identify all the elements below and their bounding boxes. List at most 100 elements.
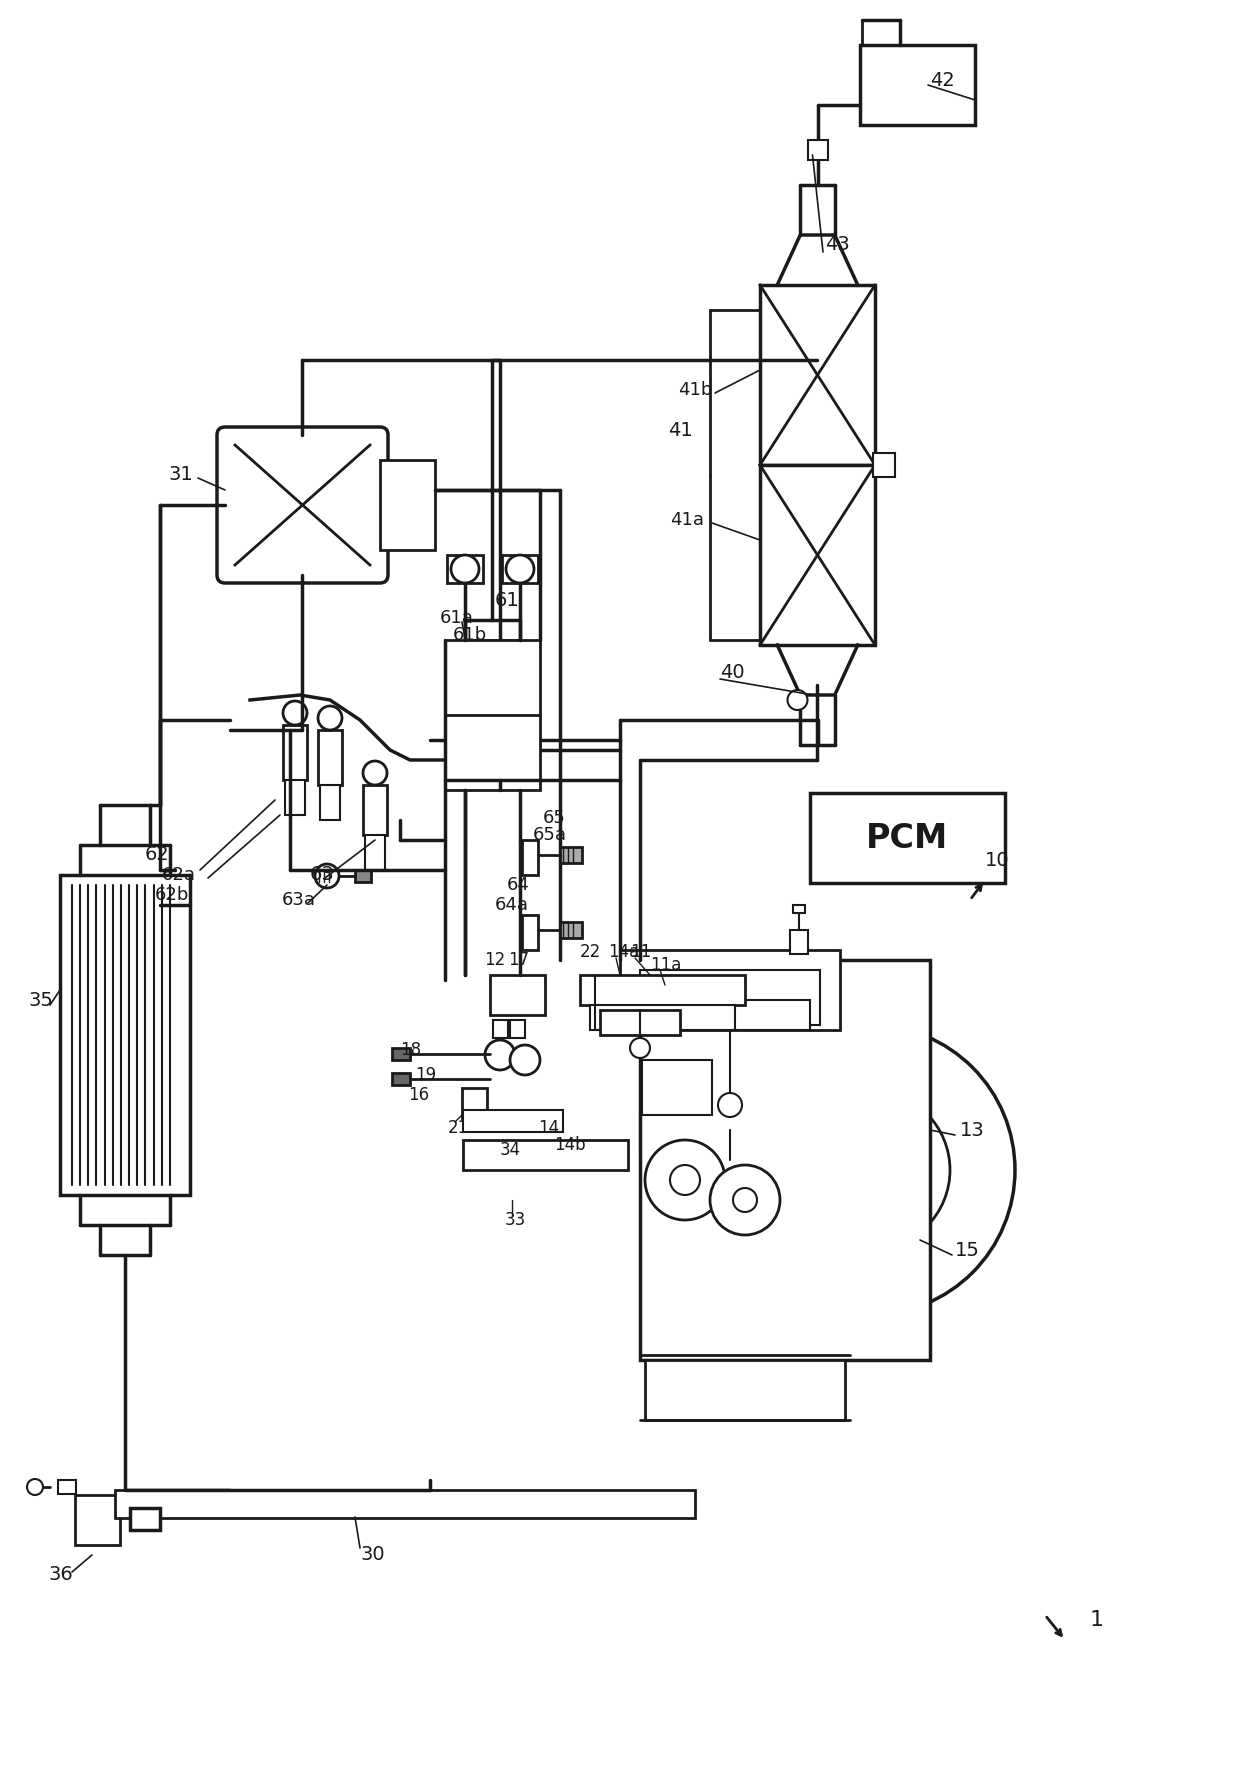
Bar: [283, 725, 308, 780]
Text: 63a: 63a: [281, 891, 316, 909]
Text: 61a: 61a: [440, 609, 474, 627]
Bar: [873, 454, 895, 477]
Bar: [590, 1006, 735, 1031]
Text: 31: 31: [167, 466, 192, 484]
Text: 10: 10: [985, 850, 1009, 870]
Bar: [355, 870, 371, 882]
Bar: [642, 1061, 712, 1114]
Circle shape: [787, 689, 807, 711]
Circle shape: [711, 1164, 780, 1234]
Text: 11a: 11a: [650, 956, 681, 973]
Bar: [650, 1000, 810, 1031]
Bar: [810, 793, 1004, 882]
Circle shape: [283, 700, 308, 725]
Text: 64: 64: [507, 875, 529, 895]
Bar: [790, 931, 808, 954]
Circle shape: [485, 1039, 515, 1070]
Bar: [130, 1507, 160, 1531]
Circle shape: [790, 1089, 950, 1250]
Bar: [115, 1490, 694, 1518]
Text: 62: 62: [145, 845, 170, 864]
Text: 33: 33: [505, 1211, 526, 1229]
Bar: [794, 906, 805, 913]
Circle shape: [315, 864, 339, 888]
Bar: [74, 1495, 120, 1545]
Circle shape: [506, 555, 534, 582]
Text: 14: 14: [538, 1120, 559, 1138]
Bar: [463, 1111, 563, 1132]
Text: 17: 17: [508, 950, 529, 970]
Bar: [807, 139, 827, 161]
Circle shape: [451, 555, 479, 582]
Bar: [580, 975, 745, 1006]
Text: 61b: 61b: [453, 627, 487, 645]
Circle shape: [27, 1479, 43, 1495]
Text: 40: 40: [720, 663, 745, 682]
Bar: [392, 1048, 410, 1061]
Bar: [446, 555, 484, 582]
Bar: [510, 1020, 525, 1038]
Text: 14b: 14b: [554, 1136, 585, 1154]
Bar: [760, 286, 875, 464]
Bar: [463, 1088, 487, 1118]
Circle shape: [317, 705, 342, 730]
Bar: [640, 961, 930, 1359]
Text: 15: 15: [955, 1241, 980, 1259]
Bar: [317, 730, 342, 786]
Text: PCM: PCM: [866, 822, 949, 854]
Bar: [760, 464, 875, 645]
Text: 19: 19: [415, 1066, 436, 1084]
Text: 13: 13: [960, 1120, 985, 1139]
Bar: [522, 914, 538, 950]
Bar: [379, 461, 435, 550]
Bar: [363, 786, 387, 836]
Circle shape: [630, 1038, 650, 1057]
Text: 18: 18: [401, 1041, 422, 1059]
Text: 65a: 65a: [533, 825, 567, 845]
Bar: [320, 786, 340, 820]
Bar: [365, 836, 384, 870]
Text: 64a: 64a: [495, 897, 529, 914]
Text: 63: 63: [310, 866, 335, 884]
Text: 62a: 62a: [162, 866, 196, 884]
Bar: [600, 1011, 680, 1036]
Text: 35: 35: [29, 991, 53, 1009]
Text: 21: 21: [448, 1120, 469, 1138]
Circle shape: [363, 761, 387, 786]
Bar: [285, 780, 305, 814]
Text: 41: 41: [668, 420, 693, 439]
Bar: [560, 847, 582, 863]
FancyBboxPatch shape: [217, 427, 388, 582]
Text: 36: 36: [48, 1566, 73, 1584]
Bar: [620, 950, 839, 1031]
Bar: [490, 975, 546, 1014]
Bar: [640, 970, 820, 1025]
Circle shape: [645, 1139, 725, 1220]
Circle shape: [670, 1164, 701, 1195]
Text: 42: 42: [930, 70, 955, 89]
Text: 43: 43: [825, 236, 849, 254]
Circle shape: [718, 1093, 742, 1116]
Bar: [445, 639, 539, 789]
Bar: [502, 555, 538, 582]
Circle shape: [510, 1045, 539, 1075]
Bar: [560, 922, 582, 938]
Bar: [522, 839, 538, 875]
Circle shape: [725, 1025, 1016, 1314]
Text: 61: 61: [495, 591, 520, 609]
Text: 41b: 41b: [678, 380, 712, 398]
Bar: [58, 1481, 76, 1495]
Bar: [861, 45, 975, 125]
Text: 62b: 62b: [155, 886, 190, 904]
Text: 11: 11: [630, 943, 651, 961]
Text: 41a: 41a: [670, 511, 704, 529]
Text: 30: 30: [360, 1545, 384, 1565]
Bar: [494, 1020, 508, 1038]
Text: 65: 65: [543, 809, 565, 827]
Bar: [392, 1073, 410, 1086]
Bar: [645, 1359, 844, 1420]
Text: 12: 12: [484, 950, 505, 970]
Bar: [463, 1139, 627, 1170]
Text: 22: 22: [580, 943, 601, 961]
Text: 14a: 14a: [608, 943, 640, 961]
